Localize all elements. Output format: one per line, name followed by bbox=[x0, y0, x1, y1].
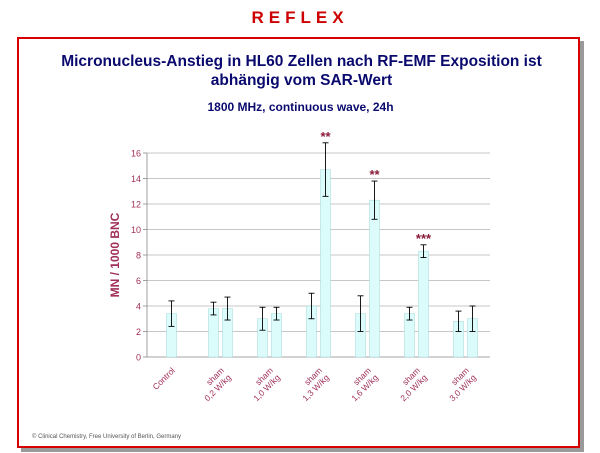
bar bbox=[369, 199, 380, 358]
y-tick-label: 14 bbox=[131, 174, 141, 184]
y-tick-label: 4 bbox=[136, 302, 141, 312]
y-tick-label: 0 bbox=[136, 353, 141, 363]
x-tick-label: sham1,6 W/kg bbox=[342, 365, 380, 403]
title-line-2: abhängig vom SAR-Wert bbox=[210, 72, 393, 89]
x-tick-label: Control bbox=[150, 365, 177, 392]
x-tick-label-line: Control bbox=[150, 365, 177, 392]
significance-label: *** bbox=[416, 231, 432, 246]
x-tick-label: sham0,2 W/kg bbox=[195, 365, 233, 403]
x-tick-label: sham1,0 W/kg bbox=[244, 365, 282, 403]
significance-label: ** bbox=[320, 129, 331, 144]
slide-frame: Micronucleus-Anstieg in HL60 Zellen nach… bbox=[17, 37, 580, 448]
title-line-1: Micronucleus-Anstieg in HL60 Zellen nach… bbox=[61, 53, 542, 70]
bar bbox=[320, 169, 331, 358]
y-tick-label: 12 bbox=[131, 200, 141, 210]
copyright-text: © Clinical Chemistry, Free University of… bbox=[32, 434, 182, 440]
y-axis-label: MN / 1000 BNC bbox=[108, 212, 122, 297]
chart-subtitle: 1800 MHz, continuous wave, 24h bbox=[207, 100, 394, 114]
x-tick-label: sham2,0 W/kg bbox=[391, 365, 429, 403]
y-tick-label: 10 bbox=[131, 225, 141, 235]
y-tick-label: 8 bbox=[136, 251, 141, 261]
x-tick-label: sham3,0 W/kg bbox=[440, 365, 478, 403]
y-tick-label: 2 bbox=[136, 327, 141, 337]
bar bbox=[418, 250, 429, 358]
bar bbox=[208, 308, 219, 358]
y-tick-label: 16 bbox=[131, 149, 141, 159]
bar-chart: 0 2 4 6 8 10 12 14 16 MN / 1000 BNC Control sham0,2… bbox=[108, 129, 490, 403]
significance-label: ** bbox=[369, 167, 380, 182]
x-tick-label: sham1,3 W/kg bbox=[293, 365, 331, 403]
page-title: Micronucleus-Anstieg in HL60 Zellen nach… bbox=[49, 52, 554, 90]
header-title: REFLEX bbox=[251, 8, 349, 27]
y-tick-label: 6 bbox=[136, 276, 141, 286]
